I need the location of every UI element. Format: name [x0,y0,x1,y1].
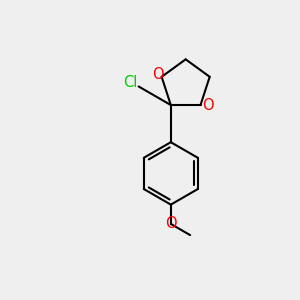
Text: O: O [202,98,214,112]
Text: O: O [152,67,164,82]
Text: Cl: Cl [123,75,137,90]
Text: O: O [165,216,177,231]
